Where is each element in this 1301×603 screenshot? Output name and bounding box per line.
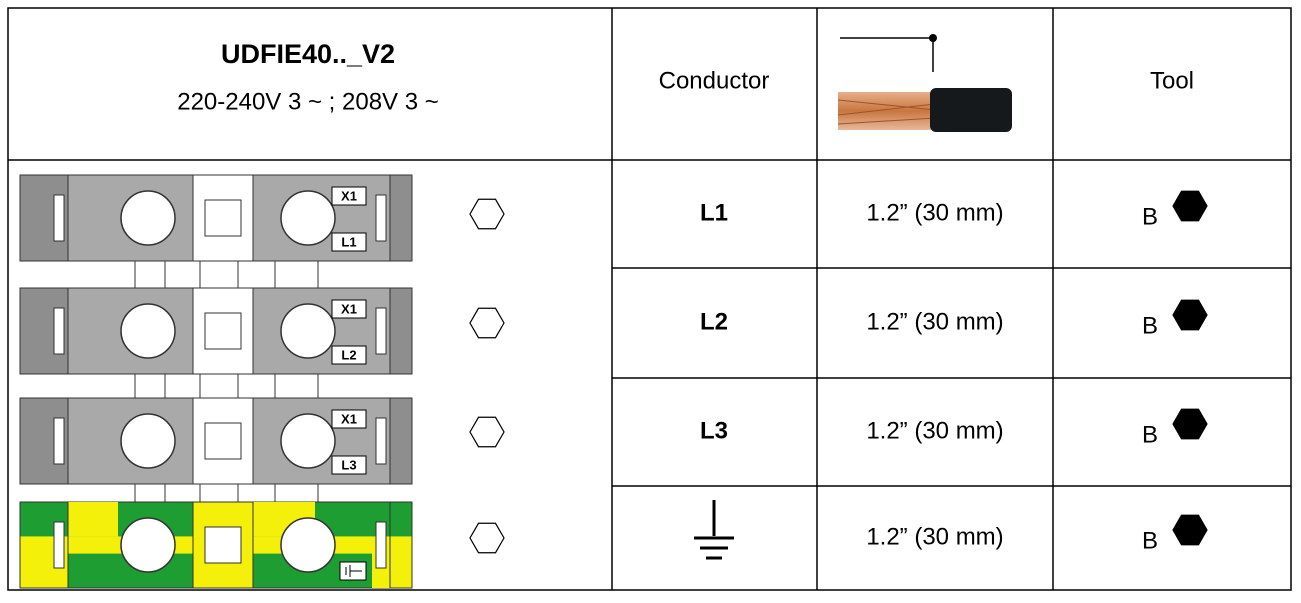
terminal-block [19, 501, 413, 589]
end-cap [389, 501, 413, 589]
marker-box [331, 409, 367, 429]
connector [199, 373, 239, 399]
conductor: L3 [700, 417, 728, 444]
ground-icon [345, 565, 362, 577]
latch [375, 194, 387, 242]
terminal-block: X1 L1 [19, 174, 413, 262]
terminal-block: X1 L3 [19, 397, 413, 485]
tool: B [1142, 527, 1158, 554]
conductor-header: Conductor [659, 67, 770, 94]
end-cap [389, 287, 413, 375]
strip-length: 1.2” (30 mm) [866, 199, 1003, 226]
hex-outline [469, 198, 505, 230]
connector [274, 373, 319, 399]
latch [375, 521, 387, 569]
hex-outline [469, 416, 505, 448]
tool: B [1142, 203, 1158, 230]
marker-box [331, 232, 367, 252]
marker-box [331, 186, 367, 206]
end-cap [19, 501, 69, 589]
screw-hole [120, 517, 176, 573]
product-title: UDFIE40.._V2 [221, 39, 395, 69]
center-square [204, 422, 242, 460]
screw-hole [120, 190, 176, 246]
connector [134, 373, 166, 399]
screw-hole [120, 413, 176, 469]
conductor: L1 [700, 199, 728, 226]
strip-length: 1.2” (30 mm) [866, 417, 1003, 444]
stripped-wire [837, 34, 1012, 132]
screw-hole [280, 190, 336, 246]
strip-length: 1.2” (30 mm) [866, 308, 1003, 335]
hex-tool [1172, 190, 1208, 222]
terminal-marker: L2 [341, 347, 356, 362]
terminal-marker: X1 [341, 188, 357, 203]
latch [53, 521, 65, 569]
screw-hole [280, 413, 336, 469]
marker-box [331, 299, 367, 319]
terminal-marker: L3 [341, 457, 356, 472]
connector [199, 483, 239, 503]
hex-tool [1172, 408, 1208, 440]
end-cap [19, 397, 69, 485]
center-square [204, 312, 242, 350]
hex-outline [469, 307, 505, 339]
connector [274, 483, 319, 503]
yellow-mid [68, 502, 118, 537]
screw-hole [120, 303, 176, 359]
screw-hole [280, 517, 336, 573]
hex-tool [1172, 514, 1208, 546]
marker-box [331, 345, 367, 365]
latch [53, 307, 65, 355]
connector [274, 260, 319, 289]
end-cap [19, 174, 69, 262]
end-cap [389, 397, 413, 485]
connector [199, 260, 239, 289]
terminal-marker: X1 [341, 411, 357, 426]
connector [134, 260, 166, 289]
tool: B [1142, 421, 1158, 448]
table-grid [7, 7, 1292, 591]
hex-tool [1172, 299, 1208, 331]
ground-symbol [694, 500, 734, 560]
latch [53, 417, 65, 465]
latch [375, 417, 387, 465]
terminal-marker: X1 [341, 301, 357, 316]
terminal-marker: L1 [341, 234, 356, 249]
tool: B [1142, 312, 1158, 339]
conductor: L2 [700, 308, 728, 335]
latch [375, 307, 387, 355]
center-square [204, 199, 242, 237]
center-square [204, 526, 242, 564]
strip-length: 1.2” (30 mm) [866, 523, 1003, 550]
marker-box [331, 455, 367, 475]
voltage: 220-240V 3 ~ ; 208V 3 ~ [177, 88, 439, 115]
end-cap [389, 174, 413, 262]
connector [134, 483, 166, 503]
terminal-block: X1 L2 [19, 287, 413, 375]
screw-hole [280, 303, 336, 359]
latch [53, 194, 65, 242]
tool-header: Tool [1150, 67, 1194, 94]
hex-outline [469, 522, 505, 554]
